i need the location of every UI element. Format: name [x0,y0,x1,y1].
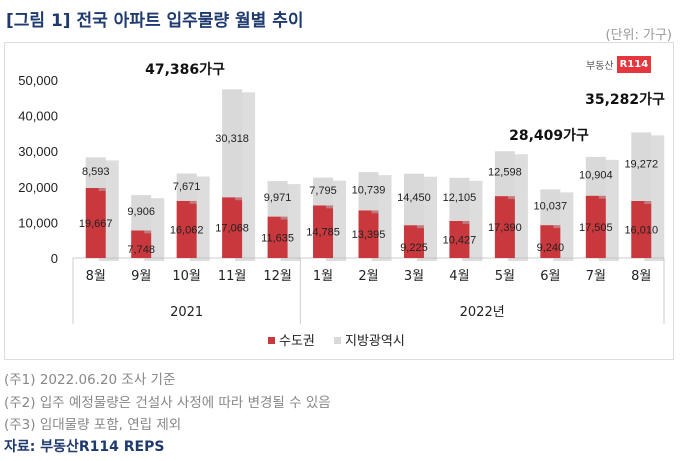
data-label: 9,906 [127,206,155,218]
logo-badge: R114 [616,56,652,73]
bar-capital-area [131,230,152,258]
source: 자료: 부동산R114 REPS [4,439,165,455]
group-label: 2021 [170,305,203,320]
bar-metro-cities [585,156,606,196]
bar-metro-cities [403,173,424,226]
total-annotation: 47,386가구 [145,62,225,78]
bar-capital-area [449,220,470,258]
data-label: 10,427 [443,234,477,246]
data-label: 9,225 [400,242,428,254]
note-2: (주2) 입주 예정물량은 건설사 사정에 따라 변경될 수 있음 [4,395,331,411]
data-label: 9,971 [264,192,292,204]
unit-label: (단위: 가구) [605,28,673,43]
bar-capital-area [494,196,515,258]
bar-metro-cities [449,177,470,221]
x-tick-label: 2월 [358,269,378,284]
data-label: 10,037 [534,200,568,212]
x-tick-label: 6월 [540,269,560,284]
legend-swatch [334,337,341,344]
y-tick-label: 0 [51,251,58,266]
bar-capital-area [85,187,106,258]
x-tick-label: 7월 [586,269,606,284]
bar-capital-area [403,225,424,258]
bar-metro-cities [131,195,152,231]
y-tick-label: 40,000 [18,109,58,124]
group-label: 2022년 [460,305,505,320]
bar-metro-cities [358,172,379,211]
y-tick-label: 30,000 [18,144,58,159]
data-label: 16,062 [170,224,204,236]
data-label: 13,395 [352,229,386,241]
bar-metro-cities [267,181,288,217]
x-tick-label: 10월 [172,269,201,284]
data-label: 19,272 [624,158,658,170]
data-label: 9,240 [537,242,565,254]
y-tick-label: 10,000 [18,215,58,230]
y-tick-label: 20,000 [18,180,58,195]
data-label: 7,671 [173,181,201,193]
bar-capital-area [222,197,243,258]
bar-metro-cities [85,157,106,188]
data-label: 14,785 [306,227,340,239]
data-label: 30,318 [215,133,249,145]
y-tick-label: 50,000 [18,73,58,88]
x-tick-label: 5월 [495,269,515,284]
legend-swatch [268,337,275,344]
x-tick-label: 11월 [218,269,247,284]
data-label: 10,904 [579,169,613,181]
bar-metro-cities [631,132,652,202]
x-tick-label: 12월 [263,269,292,284]
bar-capital-area [267,216,288,258]
data-label: 7,748 [127,244,155,256]
data-label: 19,667 [79,218,113,230]
x-tick-label: 3월 [404,269,424,284]
logo-text: 부동산 [586,61,614,72]
x-tick-label: 8월 [86,269,106,284]
data-label: 12,598 [488,166,522,178]
data-label: 12,105 [443,192,477,204]
data-label: 11,635 [261,232,294,244]
bar-metro-cities [176,173,197,201]
total-annotation: 28,409가구 [509,128,589,144]
data-label: 17,390 [488,222,522,234]
bar-capital-area [585,195,606,258]
bar-metro-cities [540,189,561,226]
bar-metro-cities [222,89,243,198]
chart-panel [4,42,674,360]
figure-title: [그림 1] 전국 아파트 입주물량 월별 추이 [6,11,304,31]
bar-capital-area [631,201,652,258]
data-label: 14,450 [397,192,431,204]
bar-capital-area [358,210,379,258]
x-tick-label: 8월 [631,269,651,284]
bar-metro-cities [313,177,334,206]
bar-capital-area [540,225,561,258]
data-label: 17,068 [215,223,249,235]
legend-label: 수도권 [279,334,315,349]
note-1: (주1) 2022.06.20 조사 기준 [4,372,176,388]
bar-capital-area [313,205,334,258]
x-tick-label: 1월 [313,269,333,284]
data-label: 7,795 [309,185,337,197]
bar-metro-cities [494,151,515,197]
total-annotation: 35,282가구 [585,92,665,108]
note-3: (주3) 임대물량 포함, 연립 제외 [4,417,182,433]
data-label: 8,593 [82,166,110,178]
bar-capital-area [176,200,197,258]
x-tick-label: 4월 [449,269,469,284]
data-label: 16,010 [624,225,658,237]
legend-label: 지방광역시 [345,334,405,349]
data-label: 17,505 [579,222,613,234]
x-tick-label: 9월 [131,269,151,284]
r114-logo: 부동산 R114 [586,56,652,73]
data-label: 10,739 [352,184,386,196]
